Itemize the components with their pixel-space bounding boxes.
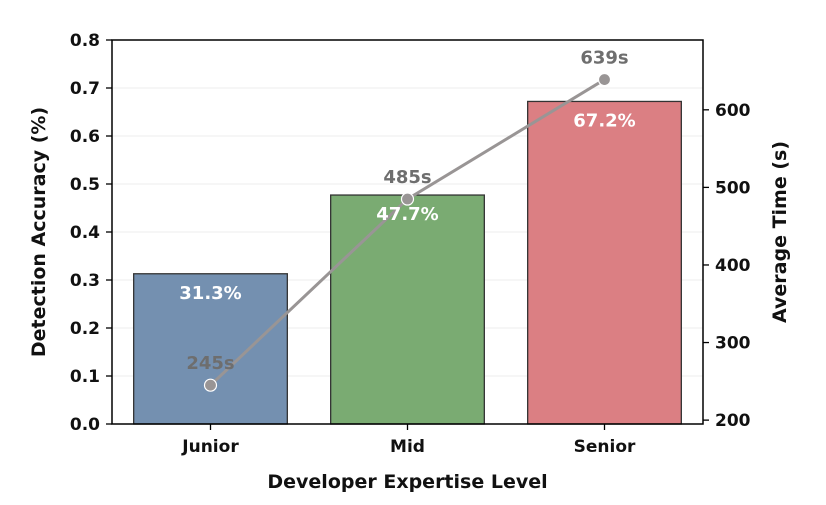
time-value-label: 245s — [186, 353, 234, 374]
y-tick-label: 0.4 — [70, 223, 100, 243]
axes: 0.0 0.1 0.2 0.3 0.4 0.5 0.6 0.7 0.8 200 300 400 500 6… — [70, 31, 751, 457]
time-point-mid — [400, 192, 415, 206]
time-point-junior — [203, 378, 218, 392]
y2-axis-title: Average Time (s) — [769, 141, 791, 323]
y-tick-label: 0.8 — [70, 31, 100, 51]
bar-senior — [527, 100, 682, 425]
x-tick-label: Mid — [390, 437, 425, 457]
y-tick-label: 0.6 — [70, 127, 100, 147]
bar-value-label: 67.2% — [573, 110, 635, 131]
y-tick-label: 0.0 — [70, 415, 100, 435]
bar-value-label: 47.7% — [376, 204, 438, 225]
bar-value-label: 31.3% — [179, 283, 241, 304]
time-value-label: 485s — [383, 167, 431, 188]
data-labels: 31.3% 47.7% 67.2% 245s 485s 639s — [179, 48, 635, 375]
y-tick-label: 0.5 — [70, 175, 100, 195]
x-tick-label: Junior — [181, 437, 239, 457]
y-tick-label: 0.7 — [70, 79, 100, 99]
y2-tick-label: 200 — [715, 411, 751, 431]
y2-tick-label: 500 — [715, 178, 751, 198]
bar-junior — [133, 273, 288, 425]
time-line-series — [203, 72, 612, 392]
y-axis-title: Detection Accuracy (%) — [28, 107, 50, 357]
x-axis-title: Developer Expertise Level — [267, 471, 547, 493]
time-value-label: 639s — [580, 48, 628, 69]
time-point-senior — [597, 72, 612, 87]
bar-mid — [330, 194, 485, 425]
x-tick-label: Senior — [574, 437, 636, 457]
y2-tick-label: 400 — [715, 256, 751, 276]
y-tick-label: 0.1 — [70, 367, 100, 387]
y2-tick-label: 600 — [715, 101, 751, 121]
accuracy-bars — [133, 100, 682, 425]
y2-tick-label: 300 — [715, 334, 751, 354]
y-tick-label: 0.2 — [70, 319, 100, 339]
y-tick-label: 0.3 — [70, 271, 100, 291]
